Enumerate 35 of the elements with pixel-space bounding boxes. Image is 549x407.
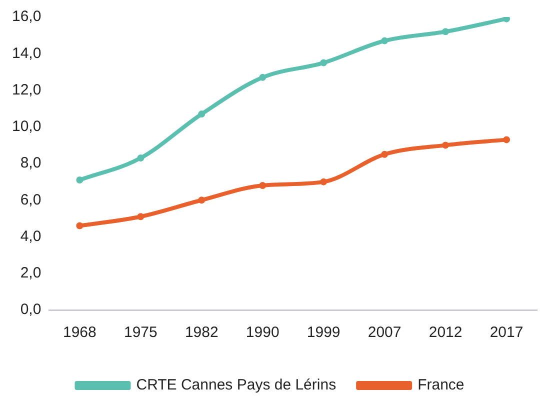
point [442,28,450,36]
y-tick-label: 10,0 [12,118,42,136]
legend-label: CRTE Cannes Pays de Lérins [136,376,336,394]
x-tick-label: 2017 [490,324,524,342]
point [381,150,388,158]
x-tick-label: 2007 [368,324,402,342]
point [259,74,266,81]
x-tick-label: 1975 [124,324,158,342]
y-tick-label: 14,0 [12,44,42,62]
point [76,176,84,184]
y-tick-label: 12,0 [12,81,42,98]
x-tick-label: 2012 [428,324,462,342]
y-tick-label: 6,0 [20,191,42,208]
point [259,182,266,189]
point [137,213,144,220]
point [198,110,206,118]
y-tick-label: 2,0 [20,264,42,282]
y-tick-label: 8,0 [20,154,42,172]
y-tick-label: 16,0 [12,8,42,26]
y-tick-label: 0,0 [20,301,42,318]
point [381,37,388,44]
point [320,178,328,186]
point [137,154,144,162]
x-tick-label: 1999 [306,324,340,342]
legend-label: France [418,376,464,394]
point [320,59,328,66]
point [442,142,450,149]
point [503,17,510,22]
point [503,136,510,144]
y-tick-label: 4,0 [20,228,42,245]
x-tick-label: 1990 [246,324,280,342]
x-tick-label: 1982 [184,324,218,342]
point [76,222,84,230]
point [198,196,206,204]
x-tick-label: 1968 [62,324,96,342]
